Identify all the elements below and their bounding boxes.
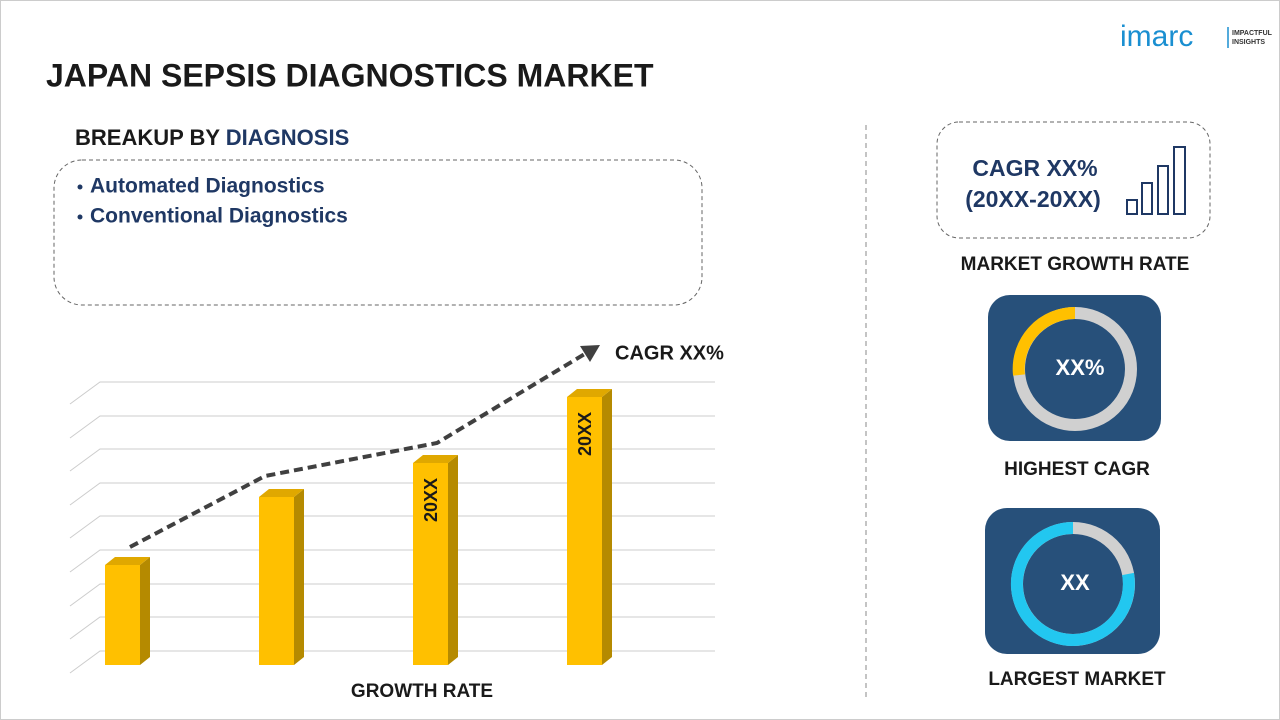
logo-tagline: IMPACTFUL [1232, 30, 1273, 37]
bars [105, 389, 612, 665]
bar-label: 20XX [421, 478, 441, 522]
breakup-label: BREAKUP BY [75, 125, 220, 150]
breakup-item: Automated Diagnostics [90, 175, 325, 198]
breakup-box [53, 159, 703, 306]
chart-axis-label: GROWTH RATE [351, 681, 493, 702]
bar-label: 20XX [575, 412, 595, 456]
logo-tagline: INSIGHTS [1232, 39, 1265, 46]
title: JAPAN SEPSIS DIAGNOSTICS MARKET [46, 57, 654, 93]
donut-arc [1010, 522, 1135, 646]
donut-arc [1012, 306, 1076, 376]
caption: MARKET GROWTH RATE [961, 254, 1190, 275]
breakup-heading: BREAKUP BY DIAGNOSIS [75, 125, 349, 150]
caption: HIGHEST CAGR [1004, 459, 1150, 480]
tile-value: XX% [1056, 355, 1105, 380]
chart-grid [69, 381, 715, 674]
cagr-text: CAGR XX% [972, 155, 1097, 181]
cagr-period: (20XX-20XX) [965, 186, 1101, 212]
logo-brand: imarc [1120, 20, 1193, 53]
breakup-item: Conventional Diagnostics [90, 205, 348, 228]
tile-value: XX [1060, 570, 1090, 595]
chart-cagr: CAGR XX% [615, 342, 724, 364]
cagr-box [936, 121, 1211, 239]
growth-icon [1126, 146, 1186, 215]
arrow-head [580, 345, 600, 362]
trend-arrow [129, 350, 590, 549]
bullet [77, 214, 83, 220]
breakup-dimension: DIAGNOSIS [226, 125, 349, 150]
bullet [77, 184, 83, 190]
caption: LARGEST MARKET [988, 669, 1166, 690]
